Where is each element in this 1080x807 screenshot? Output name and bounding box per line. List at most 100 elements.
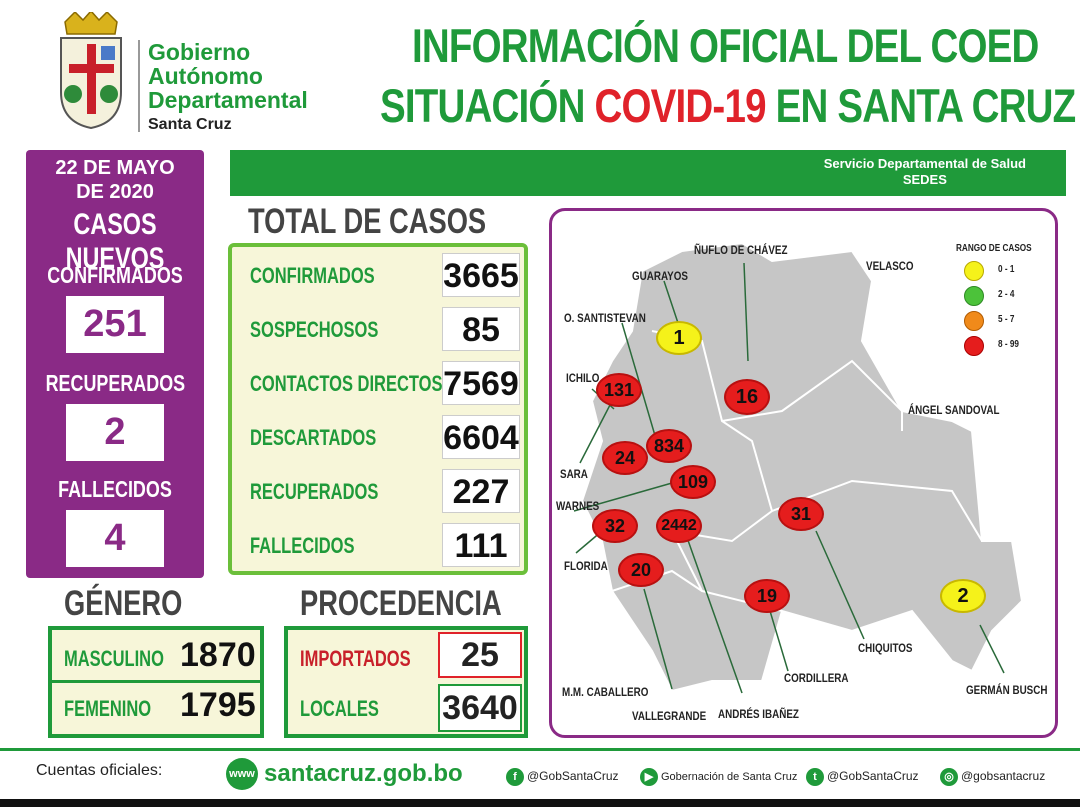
new-cases-title: CASOS NUEVOS (65, 208, 165, 275)
new-recovered-value: 2 (66, 404, 164, 461)
label-ichilo: ICHILO (566, 371, 600, 385)
gender-box: MASCULINO 1870 FEMENINO 1795 (48, 626, 264, 738)
instagram-icon: ◎ (940, 768, 958, 786)
total-row-value: 227 (442, 469, 520, 513)
legend-swatch-orange (964, 311, 984, 331)
report-date-2: DE 2020 (76, 181, 154, 203)
footer-bottom-bar (0, 799, 1080, 807)
imported-value: 25 (438, 632, 522, 678)
label-nuflo: ÑUFLO DE CHÁVEZ (694, 243, 788, 257)
facebook-link[interactable]: f @GobSantaCruz (506, 768, 619, 786)
title-line-2: SITUACIÓN COVID-19 EN SANTA CRUZ (380, 78, 1077, 133)
department-map: RANGO DE CASOS 0 - 1 2 - 4 5 - 7 8 - 99 … (549, 208, 1058, 738)
sedes-line-2: SEDES (902, 172, 947, 187)
legend-label: 8 - 99 (998, 339, 1019, 350)
gender-title: GÉNERO (64, 584, 183, 623)
total-row-label: RECUPERADOS (250, 479, 379, 504)
youtube-icon: ▶ (640, 768, 658, 786)
youtube-handle: Gobernación de Santa Cruz (661, 770, 798, 783)
total-row-label: CONTACTOS DIRECTOS (250, 371, 443, 396)
local-label: LOCALES (300, 696, 379, 721)
new-confirmed-label: CONFIRMADOS (47, 262, 183, 288)
sedes-banner: Servicio Departamental de Salud SEDES (230, 150, 1066, 196)
label-warnes: WARNES (556, 499, 600, 513)
title-line-2-c: EN SANTA CRUZ (765, 79, 1077, 132)
title-line-1: INFORMACIÓN OFICIAL DEL COED (412, 19, 1039, 72)
twitter-handle: @GobSantaCruz (827, 769, 919, 784)
female-value: 1795 (180, 686, 256, 724)
label-velasco: VELASCO (866, 259, 914, 273)
legend-label: 5 - 7 (998, 314, 1015, 325)
legend-swatch-yellow (964, 261, 984, 281)
bubble-ichilo: 131 (596, 373, 642, 407)
facebook-icon: f (506, 768, 524, 786)
total-row-label: CONFIRMADOS (250, 263, 375, 288)
bubble-florida: 32 (592, 509, 638, 543)
legend-title: RANGO DE CASOS (956, 243, 1032, 254)
coat-of-arms-logo (55, 9, 127, 130)
new-cases-panel: 22 DE MAYO DE 2020 CASOS NUEVOS CONFIRMA… (26, 150, 204, 578)
footer-divider (0, 748, 1080, 751)
total-row-label: SOSPECHOSOS (250, 317, 379, 342)
total-row-value: 6604 (442, 415, 520, 459)
total-row-value: 7569 (442, 361, 520, 405)
total-row-value: 85 (442, 307, 520, 351)
website-link[interactable]: santacruz.gob.bo (264, 760, 463, 787)
total-cases-title: TOTAL DE CASOS (248, 202, 487, 241)
bubble-german: 2 (940, 579, 986, 613)
bubble-andres: 2442 (656, 509, 702, 543)
legend-label: 0 - 1 (998, 264, 1015, 275)
bubble-warnes: 109 (670, 465, 716, 499)
twitter-link[interactable]: t @GobSantaCruz (806, 768, 919, 786)
bubble-guarayos: 1 (656, 321, 702, 355)
bubble-vallegrande: 20 (618, 553, 664, 587)
new-recovered-label: RECUPERADOS (45, 370, 186, 396)
male-label: MASCULINO (64, 646, 164, 671)
label-florida: FLORIDA (564, 559, 608, 573)
bubble-santistevan: 834 (646, 429, 692, 463)
origin-box: IMPORTADOS 25 LOCALES 3640 (284, 626, 528, 738)
bubble-nuflo: 16 (724, 379, 770, 415)
government-name: Gobierno Autónomo Departamental Santa Cr… (148, 40, 308, 137)
total-cases-box: CONFIRMADOS 3665 SOSPECHOSOS 85 CONTACTO… (228, 243, 528, 575)
sedes-text: Servicio Departamental de Salud SEDES (824, 156, 1026, 188)
label-santistevan: O. SANTISTEVAN (564, 311, 646, 325)
female-label: FEMENINO (64, 696, 152, 721)
local-value: 3640 (438, 684, 522, 732)
instagram-link[interactable]: ◎ @gobsantacruz (940, 768, 1045, 786)
bubble-sara: 24 (602, 441, 648, 475)
legend-label: 2 - 4 (998, 289, 1015, 300)
total-row-value: 3665 (442, 253, 520, 297)
label-angel: ÁNGEL SANDOVAL (908, 403, 1000, 417)
gov-line-2: Autónomo (148, 63, 263, 89)
new-deaths-value: 4 (66, 510, 164, 567)
report-date-1: 22 DE MAYO (55, 157, 175, 179)
label-sara: SARA (560, 467, 588, 481)
bubble-chiquitos: 31 (778, 497, 824, 531)
new-deaths-label: FALLECIDOS (58, 476, 172, 502)
legend-swatch-red (964, 336, 984, 356)
title-line-2-a: SITUACIÓN (380, 79, 595, 132)
footer-label: Cuentas oficiales: (36, 762, 163, 779)
label-caballero: M.M. CABALLERO (562, 685, 649, 699)
youtube-link[interactable]: ▶ Gobernación de Santa Cruz (640, 768, 797, 786)
origin-title: PROCEDENCIA (300, 584, 502, 623)
sedes-line-1: Servicio Departamental de Salud (823, 156, 1026, 171)
gov-subtitle: Santa Cruz (148, 116, 232, 133)
total-row-label: FALLECIDOS (250, 533, 355, 558)
total-row-label: DESCARTADOS (250, 425, 377, 450)
instagram-handle: @gobsantacruz (961, 769, 1046, 784)
gender-divider (52, 680, 260, 683)
legend-swatch-green (964, 286, 984, 306)
new-confirmed-value: 251 (66, 296, 164, 353)
total-row-value: 111 (442, 523, 520, 567)
gov-line-1: Gobierno (148, 39, 251, 65)
gov-line-3: Departamental (148, 87, 308, 113)
label-chiquitos: CHIQUITOS (858, 641, 913, 655)
title-covid: COVID-19 (594, 79, 766, 132)
male-value: 1870 (180, 636, 256, 674)
label-german: GERMÁN BUSCH (966, 683, 1048, 697)
bubble-cordillera: 19 (744, 579, 790, 613)
label-vallegrande: VALLEGRANDE (632, 709, 707, 723)
label-guarayos: GUARAYOS (632, 269, 688, 283)
